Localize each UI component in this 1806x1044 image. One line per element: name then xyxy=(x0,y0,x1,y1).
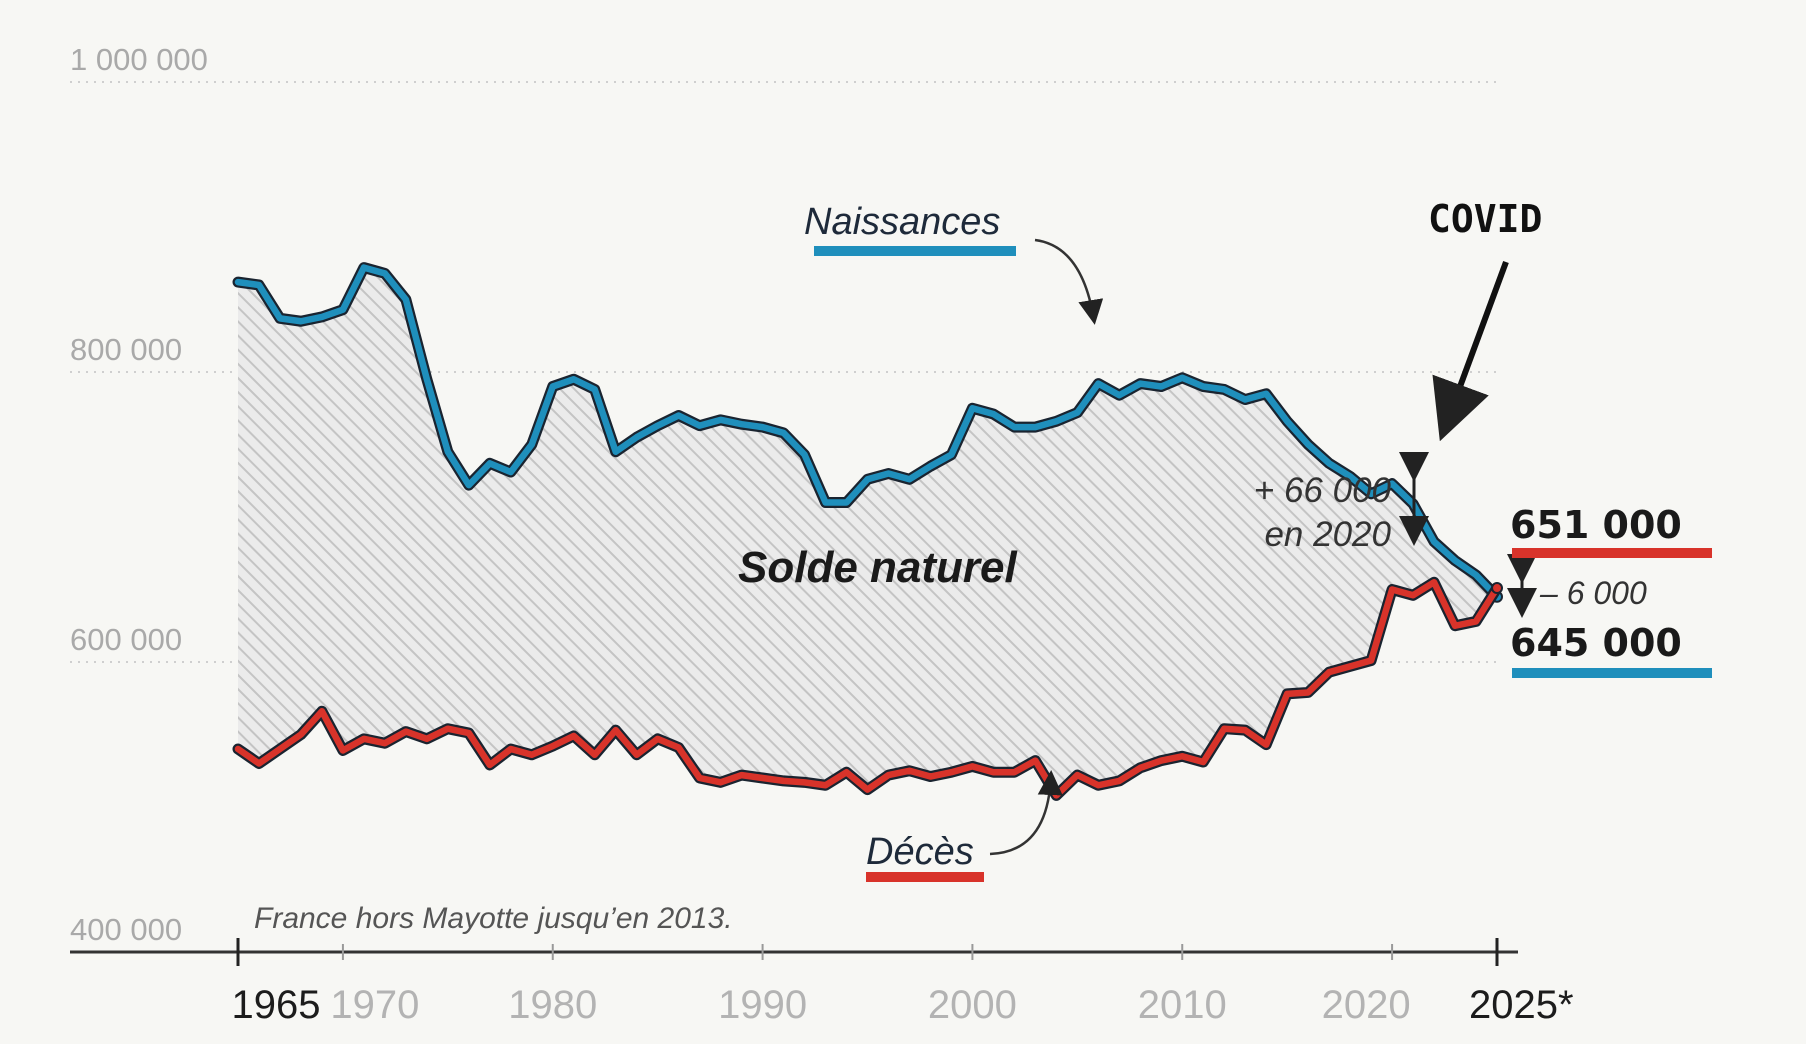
deces-label-underline xyxy=(866,872,984,882)
naissances-label-underline xyxy=(814,246,1016,256)
x-tick-label: 2010 xyxy=(1138,983,1227,1027)
covid-label: COVID xyxy=(1428,197,1542,241)
covid-arrow xyxy=(1432,260,1509,442)
naissances-connector xyxy=(1034,238,1104,325)
x-tick-label: 1980 xyxy=(508,983,597,1027)
y-tick-label: 600 000 xyxy=(70,622,182,657)
x-tick-label: 1970 xyxy=(330,983,419,1027)
y-tick-label: 400 000 xyxy=(70,912,182,947)
footnote: France hors Mayotte jusqu’en 2013. xyxy=(254,902,733,935)
deces-connector xyxy=(989,770,1063,856)
x-axis: 1965 1970 1980 1990 2000 2010 2020 2025* xyxy=(70,938,1574,1027)
x-tick-label: 2025* xyxy=(1469,983,1574,1027)
end-value-naissances-underline xyxy=(1512,668,1712,678)
y-axis: 1 000 000 800 000 600 000 400 000 xyxy=(70,42,208,947)
y-tick-label: 800 000 xyxy=(70,332,182,367)
naissances-label: Naissances xyxy=(804,201,1000,243)
end-value-deces-underline xyxy=(1512,548,1712,558)
x-tick-label: 2020 xyxy=(1322,983,1411,1027)
end-value-deces: 651 000 xyxy=(1510,503,1682,547)
x-tick-label: 2000 xyxy=(928,983,1017,1027)
end-value-naissances: 645 000 xyxy=(1510,621,1682,665)
deces-line xyxy=(234,579,1501,799)
x-tick-label: 1965 xyxy=(232,983,321,1027)
deces-end-point xyxy=(1491,582,1503,595)
series-lines xyxy=(232,262,1503,801)
y-tick-label: 1 000 000 xyxy=(70,42,208,77)
gap-2025-value: – 6 000 xyxy=(1539,575,1647,611)
solde-naturel-label: Solde naturel xyxy=(738,543,1017,592)
gap-2020-value: + 66 000 xyxy=(1254,471,1392,510)
gap-2020-year: en 2020 xyxy=(1264,515,1391,554)
x-tick-label: 1990 xyxy=(718,983,807,1027)
deces-label: Décès xyxy=(866,831,974,873)
naissances-line xyxy=(234,264,1501,600)
